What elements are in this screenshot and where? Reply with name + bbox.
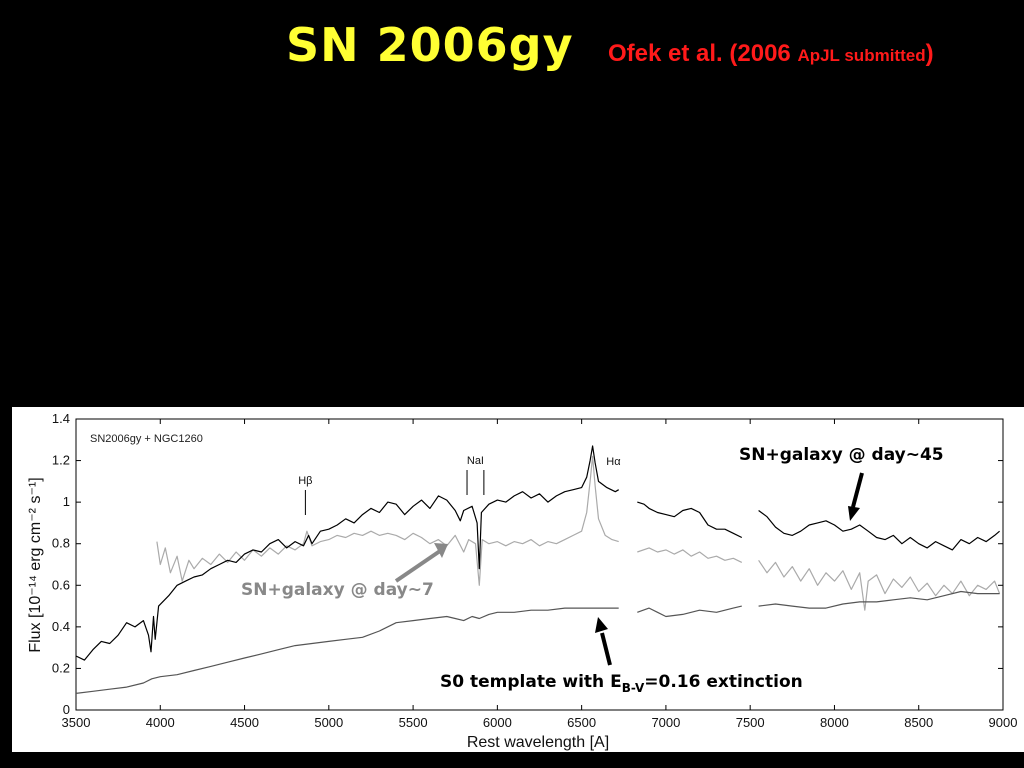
y-tick-label: 0.8: [52, 536, 70, 551]
day45-arrow-shaft: [851, 472, 864, 508]
figure-panel: 3500 4000 4500 5000 5500 6000 6500 7000 7500 8000…: [12, 407, 1024, 752]
y-tick-label: 0: [63, 702, 70, 717]
series-layer: [75, 445, 1001, 694]
citation-close-paren: ): [925, 40, 934, 67]
series-line-0: [75, 445, 620, 661]
day7-arrow-head: [434, 543, 448, 558]
template-label-suffix: =0.16 extinction: [644, 672, 802, 692]
x-tick-label: 9000: [989, 715, 1018, 730]
slide-title: SN 2006gy: [286, 18, 574, 72]
y-tick-label: 1.4: [52, 411, 70, 426]
template-annotation: S0 template with EB-V=0.16 extinction: [440, 672, 803, 695]
series-line-2: [637, 605, 742, 618]
series-line-2: [758, 590, 1000, 609]
y-tick-label: 1: [63, 494, 70, 509]
day45-arrow-head: [848, 506, 860, 521]
citation-journal: ApJL submitted: [797, 46, 926, 65]
x-tick-label: 5000: [314, 715, 343, 730]
plot-frame: [75, 418, 1004, 711]
template-label-subscript: B-V: [622, 681, 645, 695]
series-line-1: [156, 455, 619, 586]
hbeta-marker-label: Hβ: [298, 475, 312, 487]
citation-authors: Ofek et al. (2006: [608, 40, 798, 67]
marker-layer: Hβ NaI Hα: [298, 455, 621, 515]
x-tick-label: 4500: [230, 715, 259, 730]
y-tick-label: 0.2: [52, 660, 70, 675]
day45-annotation: SN+galaxy @ day~45: [739, 445, 944, 465]
x-axis-title: Rest wavelength [A]: [467, 734, 609, 751]
template-arrow-shaft: [600, 632, 612, 666]
x-tick-label: 6000: [483, 715, 512, 730]
y-tick-label: 0.6: [52, 577, 70, 592]
halpha-marker-label: Hα: [606, 456, 621, 468]
y-axis-title: Flux [10⁻¹⁴ erg cm⁻² s⁻¹]: [27, 477, 44, 652]
series-line-1: [637, 547, 743, 563]
nai-marker-label: NaI: [467, 455, 484, 467]
x-tick-label: 7500: [736, 715, 765, 730]
template-arrow-head: [595, 617, 608, 633]
series-line-0: [637, 501, 743, 539]
x-tick-label: 4000: [146, 715, 175, 730]
x-tick-label: 5500: [399, 715, 428, 730]
x-tick-label: 6500: [567, 715, 596, 730]
x-tick-label: 8000: [820, 715, 849, 730]
y-tick-label: 0.4: [52, 619, 70, 634]
y-tick-label: 1.2: [52, 453, 70, 468]
series-line-1: [758, 559, 1001, 611]
x-tick-label: 3500: [62, 715, 91, 730]
citation: Ofek et al. (2006 ApJL submitted): [608, 40, 934, 68]
template-label-prefix: S0 template with E: [440, 672, 622, 692]
day7-arrow-shaft: [394, 549, 442, 583]
spectrum-chart: 3500 4000 4500 5000 5500 6000 6500 7000 7500 8000…: [27, 411, 1018, 751]
series-line-0: [758, 510, 1000, 551]
x-tick-label: 7000: [651, 715, 680, 730]
axes-layer: 3500 4000 4500 5000 5500 6000 6500 7000 7500 8000…: [52, 411, 1018, 730]
x-tick-label: 8500: [904, 715, 933, 730]
inset-label: SN2006gy + NGC1260: [90, 433, 203, 445]
series-line-2: [75, 607, 619, 694]
day7-annotation: SN+galaxy @ day~7: [241, 580, 434, 600]
